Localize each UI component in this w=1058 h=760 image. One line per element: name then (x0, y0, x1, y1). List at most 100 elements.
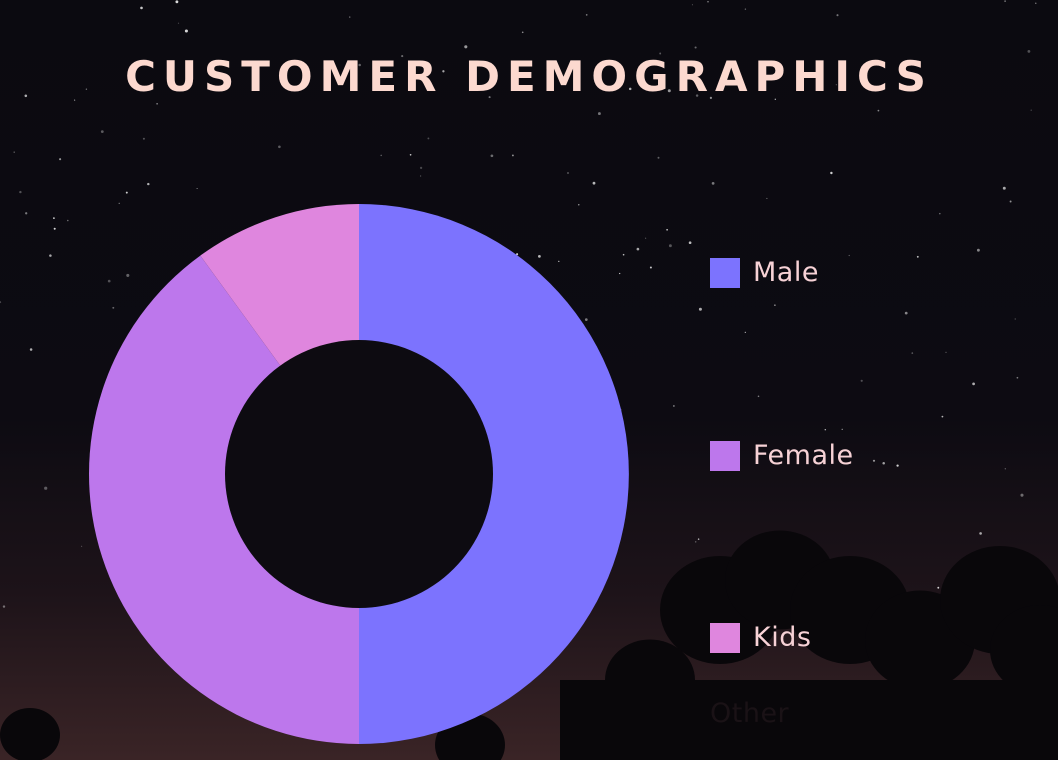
star (67, 219, 69, 222)
star (490, 154, 494, 158)
star (85, 88, 88, 90)
star (697, 538, 700, 540)
star (125, 191, 128, 194)
star (904, 311, 908, 315)
star (668, 244, 672, 248)
slice-male[interactable] (359, 204, 629, 744)
star (657, 156, 660, 159)
legend-swatch (710, 257, 740, 288)
star (667, 89, 671, 93)
star (74, 99, 76, 101)
star (688, 241, 692, 245)
star (673, 405, 675, 407)
slice-female[interactable] (89, 255, 359, 744)
chart-title: CUSTOMER DEMOGRAPHICS (125, 52, 933, 101)
star (278, 145, 281, 149)
star (578, 204, 580, 206)
legend-label: Female (753, 440, 854, 471)
star (59, 158, 62, 161)
star (916, 255, 919, 258)
star (654, 61, 657, 63)
star (511, 154, 514, 157)
star (420, 175, 422, 177)
legend-item-female[interactable]: Female (710, 440, 854, 471)
star (709, 96, 713, 100)
legend-label: Male (753, 257, 819, 288)
star (1014, 318, 1016, 320)
star (380, 154, 382, 157)
star (694, 541, 697, 543)
star (619, 272, 621, 275)
star (558, 260, 560, 263)
star (1004, 0, 1006, 2)
star (19, 190, 22, 194)
star (107, 279, 111, 283)
legend-label: Kids (753, 622, 812, 653)
star (49, 254, 52, 257)
legend-label: Other (710, 698, 790, 729)
star (744, 331, 746, 334)
star (1020, 493, 1024, 497)
star (694, 46, 697, 49)
star (175, 0, 179, 4)
treeline (560, 680, 1058, 760)
star (659, 52, 662, 55)
legend-item-kids[interactable]: Kids (710, 622, 811, 653)
star (836, 14, 839, 17)
star (567, 172, 569, 174)
star (156, 103, 158, 105)
star (1027, 49, 1031, 53)
star (442, 70, 445, 73)
star (516, 253, 519, 256)
star (698, 307, 702, 311)
star (584, 318, 588, 321)
legend-swatch (710, 440, 740, 471)
star (939, 212, 941, 215)
star (628, 87, 632, 91)
star (1035, 2, 1037, 4)
star (645, 237, 647, 239)
star (841, 428, 843, 430)
star (147, 182, 150, 186)
star (126, 273, 130, 277)
star (911, 352, 914, 354)
star (774, 304, 776, 306)
star (774, 98, 776, 100)
tree-silhouette (990, 605, 1058, 695)
star (592, 181, 596, 185)
star (757, 395, 760, 398)
star (824, 428, 827, 431)
star (1016, 376, 1019, 379)
star (830, 171, 833, 175)
star (184, 29, 188, 33)
star (695, 94, 699, 97)
star (24, 94, 28, 98)
star (945, 351, 947, 353)
star (0, 301, 2, 304)
star (53, 227, 56, 230)
star (53, 217, 55, 219)
star (196, 187, 198, 190)
star (521, 31, 524, 34)
star (81, 545, 83, 547)
legend-item-male[interactable]: Male (710, 257, 819, 288)
legend-item-other[interactable]: Other (710, 698, 789, 729)
star (649, 266, 652, 269)
tree-silhouette (0, 708, 60, 760)
star (177, 22, 180, 24)
star (815, 455, 819, 458)
star (140, 6, 143, 10)
star (585, 14, 588, 16)
star (877, 109, 880, 112)
star (2, 605, 6, 608)
star (707, 1, 709, 3)
star (44, 486, 48, 490)
star (896, 464, 899, 467)
star (872, 459, 876, 462)
star (882, 461, 885, 465)
donut-hole (225, 340, 493, 608)
star (744, 8, 747, 10)
star (860, 379, 863, 382)
